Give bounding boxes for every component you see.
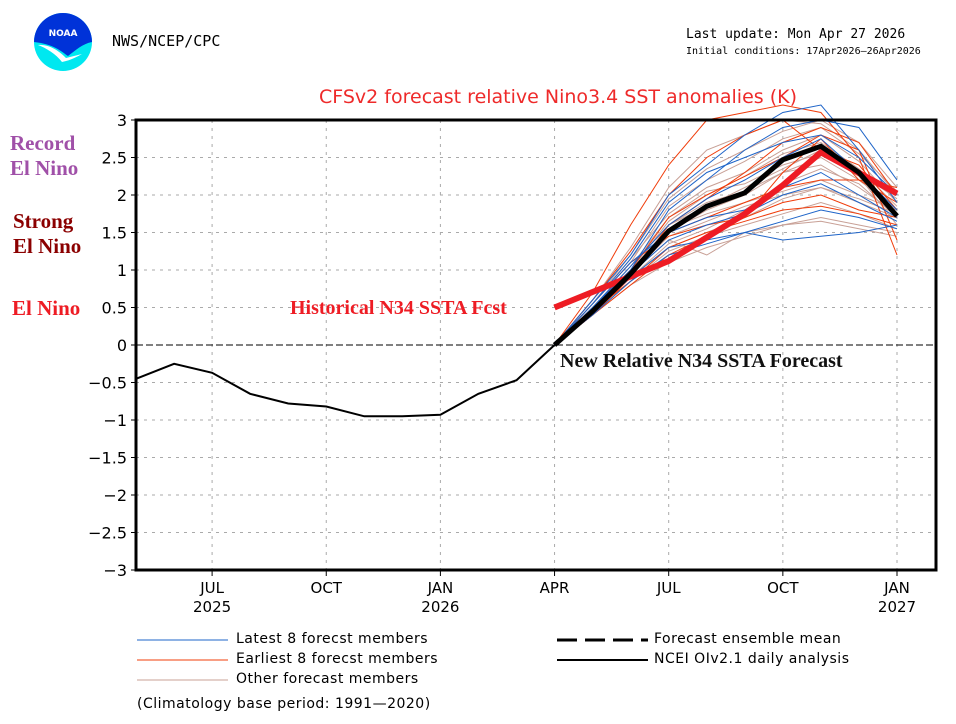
- annotation-historical: Historical N34 SSTA Fcst: [290, 297, 507, 319]
- category-strong-line2: El Nino: [13, 234, 82, 258]
- category-el-nino: El Nino: [12, 296, 81, 320]
- ticks: 32.521.510.50−0.5−1−1.5−2−2.5−3JUL2025OC…: [88, 111, 916, 616]
- climatology-note: (Climatology base period: 1991—2020): [137, 696, 431, 712]
- ensemble-mean-line: [552, 143, 899, 347]
- legend-earliest: Earliest 8 forecst members: [236, 651, 439, 667]
- forecast-member-other: [554, 119, 898, 346]
- annotation-new-relative: New Relative N34 SSTA Forecast: [560, 350, 843, 372]
- axes: [134, 118, 938, 572]
- y-tick-label: 1: [117, 261, 127, 280]
- legend-latest: Latest 8 forecst members: [236, 631, 428, 647]
- forecast-member-earliest: [554, 119, 898, 346]
- y-tick-label: 2: [117, 186, 127, 205]
- x-tick-label: JUL: [199, 579, 224, 597]
- forecast-member-other: [554, 164, 898, 346]
- x-tick-year-label: 2026: [421, 598, 459, 616]
- x-tick-label: JUL: [656, 579, 681, 597]
- y-tick-label: −0.5: [88, 374, 127, 393]
- main-lines: [135, 143, 899, 418]
- y-tick-label: −1.5: [88, 449, 127, 468]
- forecast-member-latest: [554, 104, 898, 346]
- noaa-logo-icon: NOAA: [34, 13, 92, 71]
- y-tick-label: 0.5: [102, 299, 127, 318]
- analysis-line: [135, 344, 556, 418]
- forecast-member-earliest: [554, 194, 898, 346]
- org-name: NWS/NCEP/CPC: [112, 32, 221, 50]
- x-tick-label: OCT: [767, 579, 799, 597]
- y-tick-label: −2: [103, 486, 127, 505]
- y-tick-label: −2.5: [88, 524, 127, 543]
- legend-other: Other forecast members: [236, 671, 419, 687]
- legend-mean: Forecast ensemble mean: [654, 631, 842, 647]
- x-tick-year-label: 2027: [878, 598, 916, 616]
- y-tick-label: 3: [117, 111, 127, 130]
- x-tick-label: JAN: [427, 579, 454, 597]
- category-record-el-nino: Record El Nino: [10, 131, 78, 181]
- y-tick-label: −3: [103, 561, 127, 580]
- last-update: Last update: Mon Apr 27 2026: [686, 27, 906, 42]
- category-strong-el-nino: Strong El Nino: [13, 209, 81, 259]
- forecast-member-other: [554, 119, 898, 346]
- chart-title: CFSv2 forecast relative Nino3.4 SST anom…: [319, 86, 797, 108]
- y-tick-label: −1: [103, 411, 127, 430]
- x-tick-year-label: 2025: [193, 598, 231, 616]
- y-tick-label: 1.5: [102, 224, 127, 243]
- grid: [136, 120, 936, 570]
- x-tick-label: APR: [540, 579, 570, 597]
- historical-forecast-line: [553, 149, 899, 311]
- y-tick-label: 2.5: [102, 149, 127, 168]
- y-tick-label: 0: [117, 336, 127, 355]
- forecast-member-latest: [554, 119, 898, 346]
- forecast-member-latest: [554, 209, 898, 346]
- category-record-line1: Record: [10, 131, 76, 155]
- x-tick-label: OCT: [311, 579, 343, 597]
- forecast-member-other: [554, 153, 898, 346]
- x-tick-label: JAN: [883, 579, 910, 597]
- logo-text: NOAA: [49, 29, 78, 39]
- initial-conditions: Initial conditions: 17Apr2026—26Apr2026: [686, 46, 921, 57]
- category-record-line2: El Nino: [10, 156, 79, 180]
- legend-analysis: NCEI OIv2.1 daily analysis: [654, 651, 850, 667]
- noaa-logo: NOAA: [32, 12, 94, 72]
- category-strong-line1: Strong: [13, 209, 74, 233]
